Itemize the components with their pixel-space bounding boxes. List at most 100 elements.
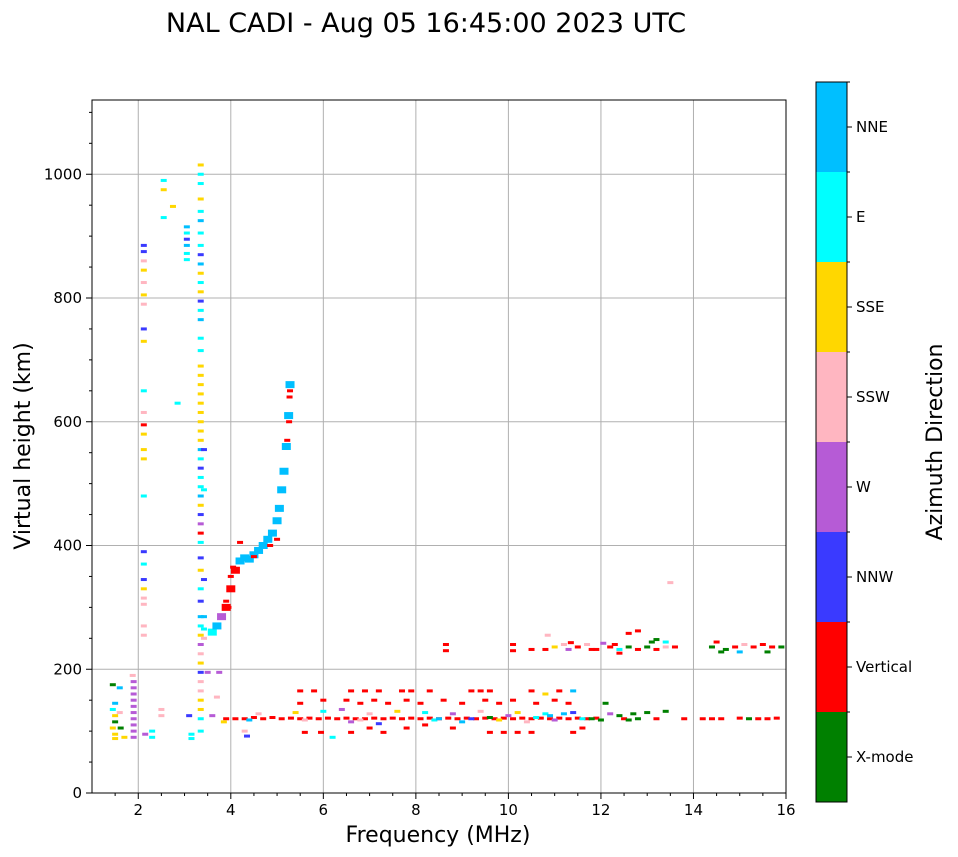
data-point (258, 542, 268, 549)
data-point (140, 250, 147, 254)
data-point (567, 641, 574, 645)
data-point (169, 204, 176, 208)
data-point (197, 485, 204, 489)
data-point (718, 650, 725, 654)
data-point (197, 172, 204, 176)
data-point (197, 336, 204, 340)
data-point (708, 645, 715, 649)
colorbar-segment (816, 262, 847, 352)
data-point (375, 689, 382, 693)
data-point (267, 544, 274, 547)
data-point (371, 716, 378, 720)
data-point (547, 714, 554, 718)
data-point (611, 643, 618, 646)
data-point (225, 605, 232, 609)
data-point (130, 698, 137, 702)
data-point (140, 243, 147, 247)
data-point (477, 709, 484, 713)
data-point (408, 689, 415, 693)
data-point (510, 717, 517, 721)
data-point (463, 716, 470, 720)
data-point (140, 562, 147, 566)
data-point (197, 231, 204, 235)
data-point (183, 231, 190, 235)
data-point (352, 717, 359, 721)
data-point (625, 631, 632, 635)
data-point (250, 716, 257, 720)
data-point (473, 717, 480, 721)
data-point (160, 178, 167, 182)
data-point (442, 643, 449, 646)
data-point (250, 555, 257, 559)
data-point (287, 716, 294, 720)
x-tick-label: 10 (499, 801, 518, 819)
data-point (240, 554, 250, 562)
data-point (188, 737, 195, 741)
data-point (204, 670, 211, 674)
y-tick-label: 1000 (44, 165, 82, 183)
data-point (482, 698, 489, 702)
data-point (773, 716, 780, 720)
data-point (417, 701, 424, 705)
data-point (422, 723, 429, 727)
y-tick-label: 200 (53, 660, 82, 678)
data-point (230, 566, 240, 574)
data-point (385, 701, 392, 705)
colorbar-frame (815, 81, 848, 803)
data-point (160, 216, 167, 220)
grid-lines (92, 100, 786, 793)
data-point (142, 732, 149, 736)
data-point (284, 438, 291, 442)
data-point (445, 716, 452, 720)
data-point (140, 494, 147, 498)
data-point (570, 711, 577, 715)
data-point (209, 714, 216, 718)
data-point (357, 701, 364, 705)
data-point (230, 565, 237, 569)
data-point (533, 701, 540, 705)
data-point (644, 645, 651, 649)
data-point (449, 726, 456, 730)
data-point (200, 578, 207, 582)
data-point (584, 717, 591, 721)
data-point (272, 517, 282, 525)
data-point (338, 707, 345, 711)
data-point (361, 689, 368, 693)
data-point (565, 647, 572, 651)
data-point (183, 251, 190, 255)
data-point (116, 686, 123, 690)
data-point (662, 709, 669, 713)
data-point (602, 701, 609, 705)
data-point (149, 729, 156, 733)
data-point (286, 395, 293, 399)
data-point (778, 645, 785, 649)
data-point (542, 647, 549, 651)
data-point (278, 717, 285, 721)
data-point (197, 599, 204, 603)
data-point (200, 615, 207, 619)
data-point (491, 717, 498, 721)
data-point (197, 698, 204, 702)
colorbar-segment (816, 622, 847, 712)
data-point (588, 647, 595, 651)
data-point (764, 717, 771, 721)
data-point (121, 735, 128, 739)
data-point (197, 457, 204, 461)
data-point (593, 647, 600, 651)
data-point (324, 716, 331, 720)
colorbar-segment (816, 532, 847, 622)
data-point (130, 729, 137, 733)
data-point (510, 698, 517, 702)
data-point (398, 689, 405, 693)
data-point (186, 714, 193, 718)
data-point (667, 581, 674, 585)
data-point (389, 716, 396, 720)
data-point (158, 714, 165, 718)
data-point (560, 643, 567, 646)
data-point (514, 711, 521, 715)
data-point (514, 730, 521, 734)
data-point (197, 670, 204, 674)
data-point (140, 423, 147, 427)
data-point (570, 730, 577, 734)
